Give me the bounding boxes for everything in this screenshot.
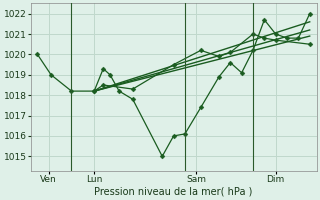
X-axis label: Pression niveau de la mer( hPa ): Pression niveau de la mer( hPa ) (94, 187, 253, 197)
